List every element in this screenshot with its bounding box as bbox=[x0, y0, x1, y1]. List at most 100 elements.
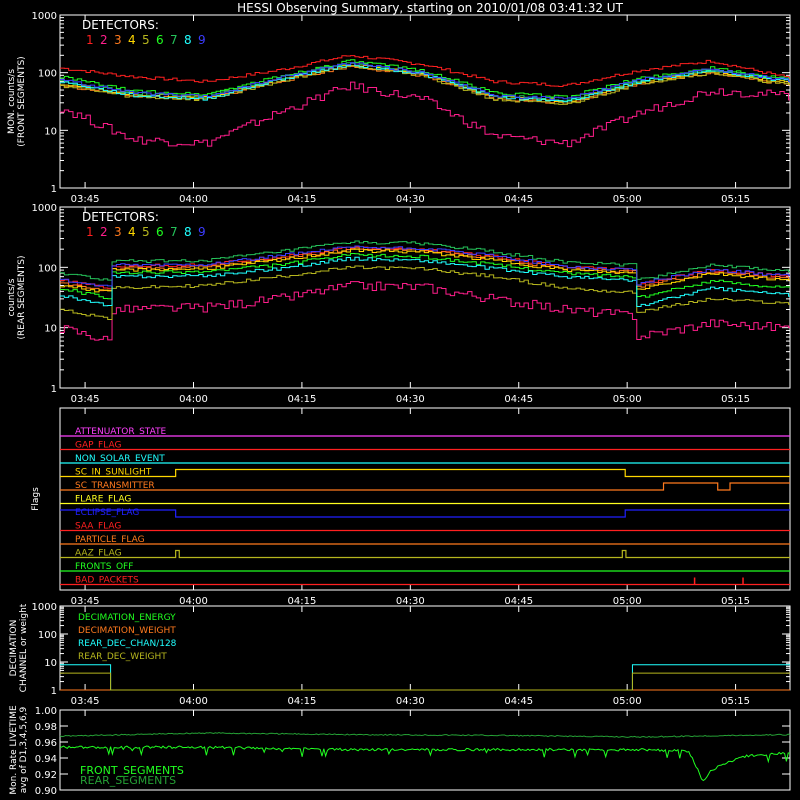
rear-series-9 bbox=[60, 245, 790, 287]
livetime-ytick-label: 0.94 bbox=[35, 754, 57, 765]
rear-series-3 bbox=[60, 247, 790, 292]
decimation-series-3 bbox=[60, 672, 790, 691]
front-detector-6-label: 6 bbox=[156, 33, 164, 47]
livetime-series-1 bbox=[59, 732, 791, 738]
flag-line-eclipse_flag bbox=[60, 509, 790, 518]
flags-panel: 03:45 04:00 04:15 04:30 04:45 05:00 05:15 Flags… bbox=[31, 407, 791, 607]
flag-line-aaz_flag bbox=[60, 549, 790, 559]
front-detector-4-label: 4 bbox=[128, 33, 136, 47]
flags-xtick-label: 05:15 bbox=[721, 596, 750, 607]
figure-title: HESSI Observing Summary, starting on 201… bbox=[237, 1, 623, 15]
front-ytick-label: 1 bbox=[51, 184, 57, 195]
rear-detector-4-label: 4 bbox=[128, 225, 136, 239]
front-detector-2-label: 2 bbox=[100, 33, 108, 47]
front-series-7 bbox=[60, 62, 790, 102]
front-xtick-label: 03:45 bbox=[71, 194, 100, 205]
decimation-legend-0: DECIMATION_ENERGY bbox=[78, 613, 176, 623]
flags-xtick-label: 04:15 bbox=[287, 596, 316, 607]
flag-label-attenuator_state: ATTENUATOR_STATE bbox=[75, 427, 167, 437]
rear-xtick-label: 04:15 bbox=[287, 394, 316, 405]
rear-detector-6-label: 6 bbox=[156, 225, 164, 239]
front-xtick-label: 04:45 bbox=[504, 194, 533, 205]
front-detector-7-label: 7 bbox=[170, 33, 178, 47]
livetime-series-0 bbox=[59, 745, 791, 782]
front-frame bbox=[59, 14, 791, 189]
rear-series-7 bbox=[60, 240, 790, 281]
front-ytick-label: 1000 bbox=[32, 11, 57, 22]
front-series-8 bbox=[60, 62, 790, 103]
rear-frame bbox=[59, 206, 791, 389]
front-detector-8-label: 8 bbox=[184, 33, 192, 47]
front-series-5 bbox=[60, 64, 790, 105]
decimation-xtick-label: 05:15 bbox=[721, 696, 750, 707]
flags-xtick-label: 04:00 bbox=[179, 596, 208, 607]
rear-xtick-label: 05:15 bbox=[721, 394, 750, 405]
decimation-panel: 03:45 04:00 04:15 04:30 04:45 05:00 05:15 1 10 10… bbox=[9, 602, 791, 707]
front-detector-3-label: 3 bbox=[114, 33, 122, 47]
rear-ylabel: counts/s(REAR SEGMENTS) bbox=[7, 255, 27, 339]
rear-series-2 bbox=[60, 281, 790, 341]
front-xtick-label: 05:00 bbox=[613, 194, 642, 205]
decimation-series-2 bbox=[60, 664, 790, 691]
livetime-ytick-label: 1.00 bbox=[35, 706, 57, 717]
front-detector-1-label: 1 bbox=[86, 33, 94, 47]
decimation-xtick-label: 03:45 bbox=[71, 696, 100, 707]
decimation-ytick-label: 10 bbox=[44, 658, 57, 669]
livetime-panel: 0.90 0.92 0.94 0.96 0.98 1.00 Mon. Rate LIVETI… bbox=[9, 705, 791, 797]
front-series-9 bbox=[60, 62, 790, 101]
front-xtick-label: 05:15 bbox=[721, 194, 750, 205]
decimation-xtick-label: 05:00 bbox=[613, 696, 642, 707]
decimation-ylabel: DECIMATIONCHANNEL or weight bbox=[9, 603, 29, 692]
front-series-3 bbox=[60, 65, 790, 105]
front-ylabel: MON. counts/s(FRONT SEGMENTS) bbox=[7, 56, 27, 146]
decimation-ytick-label: 1 bbox=[51, 686, 57, 697]
flag-label-eclipse_flag: ECLIPSE_FLAG bbox=[75, 508, 139, 518]
rear-xtick-label: 05:00 bbox=[613, 394, 642, 405]
flags-xtick-label: 05:00 bbox=[613, 596, 642, 607]
flags-xtick-label: 04:45 bbox=[504, 596, 533, 607]
decimation-legend-2: REAR_DEC_CHAN/128 bbox=[78, 639, 177, 649]
rear-series-8 bbox=[60, 256, 790, 307]
rear-ytick-label: 1 bbox=[51, 384, 57, 395]
rear-xtick-label: 04:45 bbox=[504, 394, 533, 405]
flags-ylabel: Flags bbox=[31, 487, 41, 511]
decimation-legend-3: REAR_DEC_WEIGHT bbox=[78, 652, 167, 662]
flag-label-aaz_flag: AAZ_FLAG bbox=[75, 549, 122, 559]
decimation-xtick-label: 04:00 bbox=[179, 696, 208, 707]
livetime-ylabel: Mon. Rate LIVETIMEavg of D1,3,4,5,6,9 bbox=[9, 705, 29, 795]
rear-detector-1-label: 1 bbox=[86, 225, 94, 239]
front-detector-9-label: 9 bbox=[198, 33, 206, 47]
flag-label-saa_flag: SAA_FLAG bbox=[75, 522, 121, 532]
front-xtick-label: 04:15 bbox=[287, 194, 316, 205]
rear-detector-3-label: 3 bbox=[114, 225, 122, 239]
flag-label-sc_transmitter: SC_TRANSMITTER bbox=[75, 481, 155, 491]
rear-ytick-label: 100 bbox=[38, 263, 57, 274]
flag-line-sc_in_sunlight bbox=[60, 468, 790, 478]
flag-label-sc_in_sunlight: SC_IN_SUNLIGHT bbox=[75, 468, 152, 478]
livetime-ytick-label: 0.90 bbox=[35, 786, 57, 797]
flags-xtick-label: 04:30 bbox=[396, 596, 425, 607]
flag-label-non_solar_event: NON_SOLAR_EVENT bbox=[75, 454, 165, 464]
front-detector-5-label: 5 bbox=[142, 33, 150, 47]
front-xtick-label: 04:30 bbox=[396, 194, 425, 205]
decimation-xtick-label: 04:15 bbox=[287, 696, 316, 707]
flag-label-bad_packets: BAD_PACKETS bbox=[75, 576, 139, 586]
front-series-2 bbox=[60, 81, 790, 148]
livetime-legend-0: FRONT_SEGMENTS bbox=[80, 764, 184, 777]
front-series-1 bbox=[60, 55, 790, 88]
rear-detector-2-label: 2 bbox=[100, 225, 108, 239]
decimation-xtick-label: 04:45 bbox=[504, 696, 533, 707]
rear-detector-7-label: 7 bbox=[170, 225, 178, 239]
livetime-legend-1: REAR_SEGMENTS bbox=[80, 774, 176, 787]
front-ytick-label: 100 bbox=[38, 69, 57, 80]
rear-ytick-label: 1000 bbox=[32, 203, 57, 214]
rear-xtick-label: 04:00 bbox=[179, 394, 208, 405]
rear-detector-8-label: 8 bbox=[184, 225, 192, 239]
livetime-ytick-label: 0.92 bbox=[35, 770, 57, 781]
decimation-ytick-label: 100 bbox=[38, 630, 57, 641]
front-detectors-label: DETECTORS: bbox=[82, 18, 159, 32]
